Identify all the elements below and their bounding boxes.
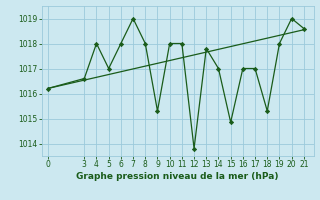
- X-axis label: Graphe pression niveau de la mer (hPa): Graphe pression niveau de la mer (hPa): [76, 172, 279, 181]
